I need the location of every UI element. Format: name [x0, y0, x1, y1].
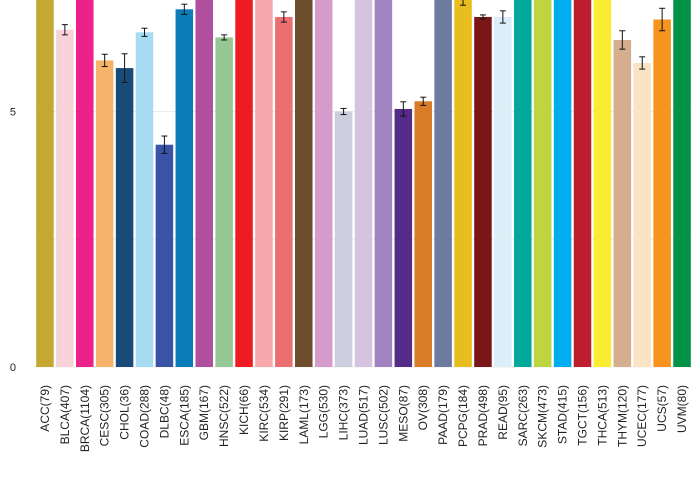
x-tick-label: OV(308)	[416, 385, 430, 430]
x-tick-label: TGCT(156)	[576, 385, 590, 446]
x-tick-label: LUAD(517)	[357, 385, 371, 445]
x-tick-label: READ(95)	[496, 385, 510, 440]
x-tick-label: HNSC(522)	[217, 385, 231, 447]
x-tick-label: MESO(87)	[396, 385, 410, 442]
error-bar	[400, 101, 407, 117]
x-tick-label: GBM(167)	[197, 385, 211, 440]
error-bar	[280, 11, 287, 23]
bar	[36, 0, 54, 367]
x-tick-label: PCPG(184)	[456, 385, 470, 447]
x-tick-label: THCA(513)	[595, 385, 609, 446]
x-tick-label: SKCM(473)	[536, 385, 550, 448]
bar	[195, 0, 213, 368]
error-bar	[161, 135, 168, 154]
x-tick-label: BLCA(407)	[58, 385, 72, 444]
bar	[135, 32, 154, 368]
x-tick-label: PRAD(498)	[476, 385, 490, 446]
bar	[175, 9, 194, 368]
error-bar	[221, 34, 228, 41]
bar	[374, 0, 393, 367]
error-bar	[460, 0, 467, 6]
x-tick-label: LAML(173)	[297, 385, 311, 444]
x-tick-label: LUSC(502)	[376, 385, 390, 445]
x-tick-label: LIHC(373)	[337, 385, 351, 440]
bar	[56, 29, 74, 368]
bar	[334, 111, 353, 367]
x-tick-label: BRCA(1104)	[78, 385, 92, 452]
bar	[474, 16, 492, 368]
bar	[155, 144, 174, 367]
bar	[613, 39, 632, 368]
error-bar	[121, 53, 128, 83]
bar	[295, 0, 313, 368]
x-tick-label: ACC(79)	[38, 385, 52, 432]
x-tick-label: PAAD(179)	[436, 385, 450, 445]
bar	[275, 16, 293, 368]
bar	[76, 0, 94, 367]
bar	[314, 0, 333, 367]
error-bar	[141, 27, 148, 37]
bar	[235, 0, 253, 368]
bar	[514, 0, 532, 368]
x-tick-label: KICH(66)	[237, 385, 251, 435]
y-tick-label: 5	[10, 107, 16, 119]
x-tick-label: UCEC(177)	[635, 385, 649, 447]
x-tick-label: SARC(263)	[516, 385, 530, 446]
x-tick-label: UCS(57)	[655, 385, 669, 432]
bar	[215, 37, 233, 367]
bar	[533, 0, 552, 367]
x-tick-label: UVM(80)	[675, 385, 689, 433]
bar	[573, 0, 592, 368]
error-bar	[659, 7, 666, 32]
error-bar	[181, 3, 188, 15]
x-tick-label: KIRC(534)	[257, 385, 271, 442]
bar	[95, 60, 114, 368]
x-tick-label: THYM(120)	[615, 385, 629, 447]
x-tick-label: LGG(530)	[317, 385, 331, 438]
bar	[394, 108, 413, 367]
bar	[434, 0, 452, 367]
bar	[454, 0, 472, 368]
bar	[673, 0, 691, 367]
bars	[36, 0, 691, 368]
bar	[553, 0, 572, 367]
x-axis: ACC(79) BLCA(407) BRCA(1104) CESC(305) CHOL(…	[38, 385, 689, 452]
bar	[414, 101, 432, 367]
error-bar	[479, 14, 486, 20]
x-tick-label: STAD(415)	[556, 385, 570, 444]
bar	[633, 62, 651, 368]
y-tick-label: 0	[10, 362, 16, 374]
x-tick-label: ESCA(185)	[177, 385, 191, 446]
x-tick-label: DLBC(48)	[157, 385, 171, 438]
error-bar	[420, 96, 427, 106]
x-tick-label: COAD(288)	[138, 385, 152, 448]
x-tick-label: CESC(305)	[98, 385, 112, 446]
bar	[494, 16, 512, 368]
error-bar	[101, 53, 108, 68]
error-bar	[639, 56, 646, 70]
error-bar	[61, 24, 68, 36]
bar	[653, 19, 671, 368]
error-bar	[499, 10, 506, 24]
bar	[593, 0, 612, 368]
x-tick-label: KIRP(291)	[277, 385, 291, 441]
error-bar	[340, 107, 347, 116]
bar	[354, 0, 373, 368]
y-axis: 0510	[10, 107, 16, 375]
error-bar	[619, 30, 626, 50]
bar	[255, 0, 273, 368]
error-bars	[61, 0, 666, 154]
x-tick-label: CHOL(36)	[118, 385, 132, 440]
bar	[115, 68, 134, 367]
